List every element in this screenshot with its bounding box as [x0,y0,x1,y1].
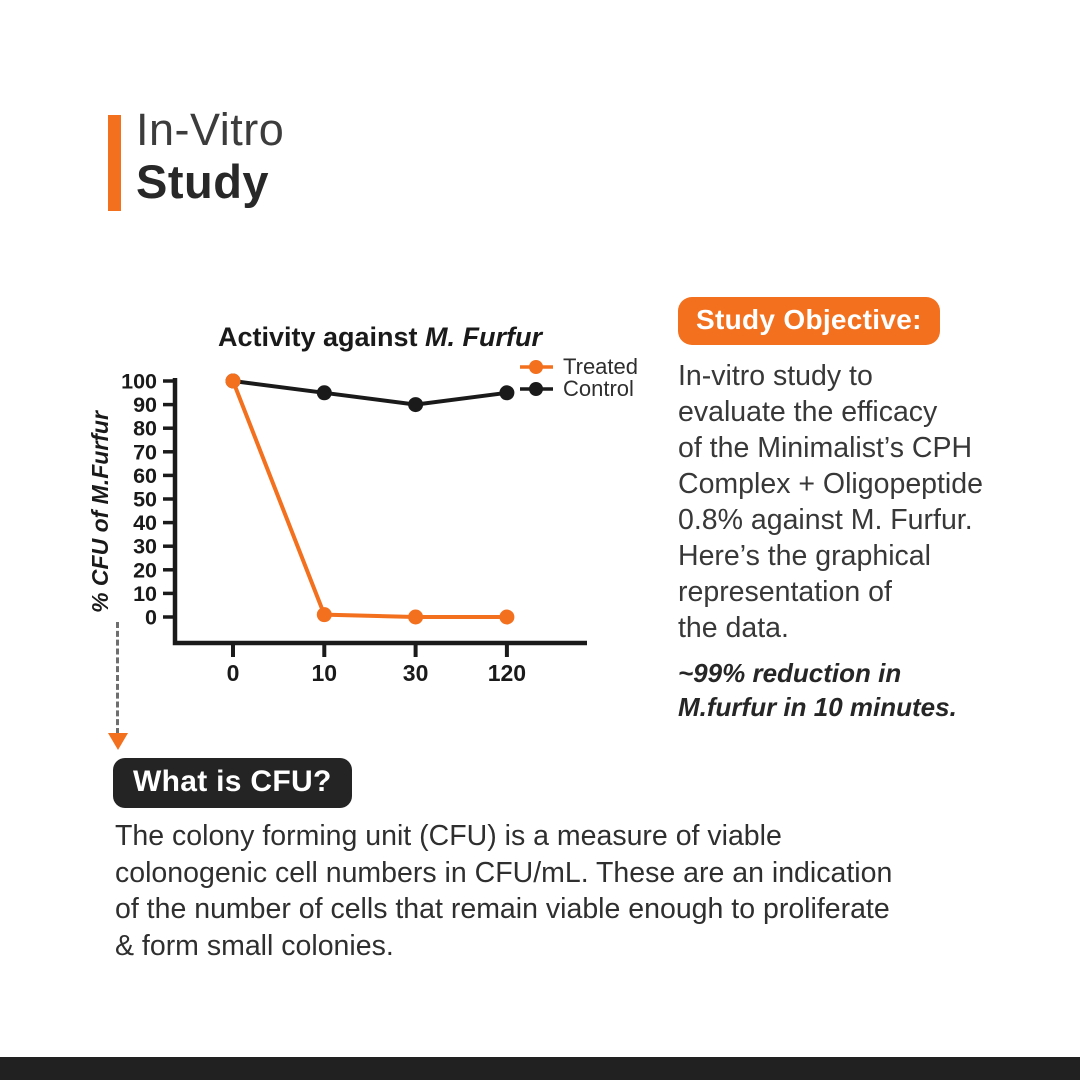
study-objective-badge: Study Objective: [678,297,940,345]
svg-text:10: 10 [312,660,338,686]
svg-text:0: 0 [227,660,240,686]
svg-text:Control: Control [563,376,634,401]
svg-text:70: 70 [133,440,157,464]
chart-title: Activity against M. Furfur [218,322,544,352]
svg-text:120: 120 [488,660,526,686]
dashed-connector-line [116,622,119,734]
page-title-line2: Study [136,155,270,208]
svg-text:0: 0 [145,606,157,630]
svg-text:30: 30 [403,660,429,686]
svg-text:Treated: Treated [563,354,638,379]
svg-text:60: 60 [133,464,157,488]
svg-text:10: 10 [133,582,157,606]
svg-text:20: 20 [133,558,157,582]
chart-title-italic: M. Furfur [425,322,543,352]
arrow-down-icon [108,733,128,750]
chart-y-axis-label: % CFU of M.Furfur [87,410,113,613]
page-title: In-Vitro Study [136,104,284,208]
chart-title-plain: Activity against [218,322,425,352]
footer-bar [0,1057,1080,1080]
cfu-definition-text: The colony forming unit (CFU) is a measu… [115,820,893,962]
cfu-badge: What is CFU? [113,758,352,808]
cfu-line-chart: Activity against M. Furfur % CFU of M.Fu… [87,322,638,686]
accent-bar [108,115,121,211]
svg-text:100: 100 [121,370,157,394]
reduction-note: ~99% reduction in M.furfur in 10 minutes… [678,658,957,722]
svg-text:40: 40 [133,511,157,535]
page-title-line1: In-Vitro [136,104,285,155]
svg-text:50: 50 [133,488,157,512]
svg-text:90: 90 [133,393,157,417]
svg-text:80: 80 [133,417,157,441]
svg-text:30: 30 [133,535,157,559]
study-objective-text: In-vitro study to evaluate the efficacy … [678,360,983,644]
